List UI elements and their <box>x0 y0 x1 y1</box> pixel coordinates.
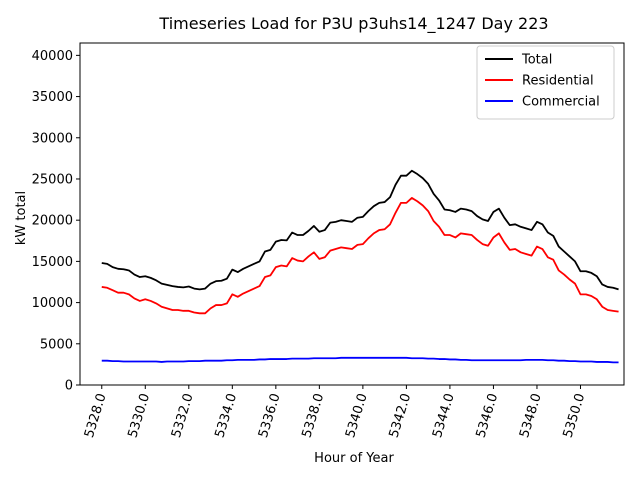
y-tick-label: 10000 <box>32 296 73 311</box>
series-line-total <box>101 169 619 291</box>
y-tick-label: 0 <box>65 379 73 394</box>
legend: Total Residential Commercial <box>476 45 615 120</box>
y-tick-label: 20000 <box>32 214 73 229</box>
y-tick-label: 30000 <box>32 131 73 146</box>
y-tick-label: 5000 <box>40 337 73 352</box>
legend-label-residential: Residential <box>522 74 594 89</box>
y-tick-label: 35000 <box>32 90 73 105</box>
series-line-residential <box>101 197 619 315</box>
x-axis-label: Hour of Year <box>314 451 394 466</box>
y-tick-label: 40000 <box>32 49 73 64</box>
series-line-commercial <box>101 356 619 364</box>
chart-title: Timeseries Load for P3U p3uhs14_1247 Day… <box>158 14 548 34</box>
axes-frame <box>79 42 625 386</box>
legend-label-commercial: Commercial <box>522 95 600 110</box>
y-tick-label: 25000 <box>32 172 73 187</box>
y-axis-label: kW total <box>14 191 29 245</box>
legend-label-total: Total <box>521 53 552 68</box>
y-tick-label: 15000 <box>32 255 73 270</box>
